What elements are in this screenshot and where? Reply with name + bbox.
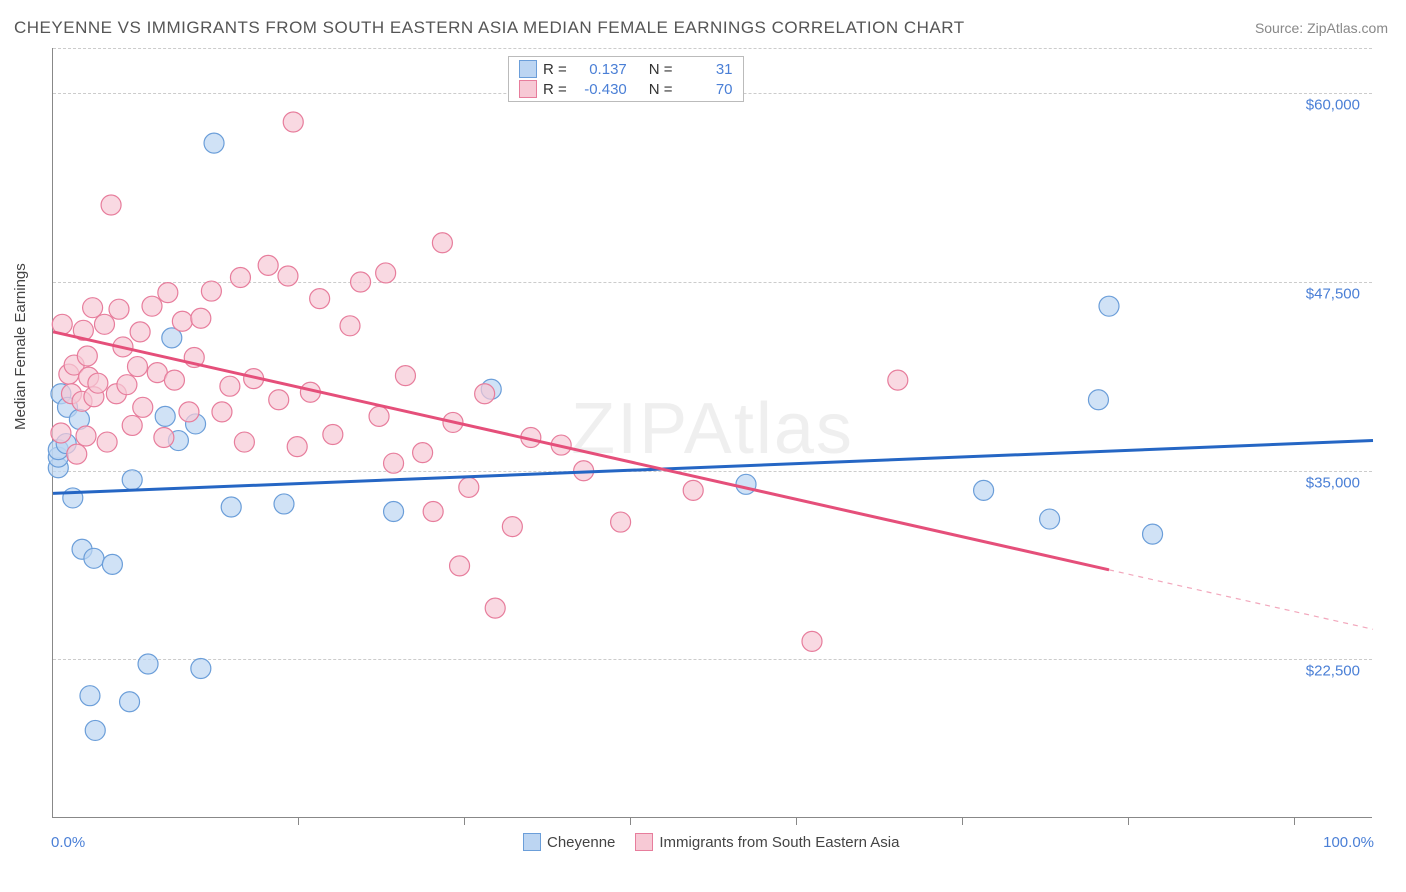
data-point[interactable] bbox=[85, 720, 105, 740]
data-point[interactable] bbox=[611, 512, 631, 532]
data-point[interactable] bbox=[340, 316, 360, 336]
data-point[interactable] bbox=[158, 283, 178, 303]
data-point[interactable] bbox=[80, 686, 100, 706]
trend-line-extrapolated bbox=[1109, 570, 1373, 629]
scatter-plot bbox=[53, 48, 1372, 817]
data-point[interactable] bbox=[154, 428, 174, 448]
series-legend: Cheyenne Immigrants from South Eastern A… bbox=[523, 833, 900, 851]
x-axis-max: 100.0% bbox=[1323, 834, 1374, 851]
data-point[interactable] bbox=[369, 406, 389, 426]
data-point[interactable] bbox=[450, 556, 470, 576]
data-point[interactable] bbox=[84, 548, 104, 568]
chart-title: CHEYENNE VS IMMIGRANTS FROM SOUTH EASTER… bbox=[14, 18, 965, 38]
data-point[interactable] bbox=[179, 402, 199, 422]
data-point[interactable] bbox=[269, 390, 289, 410]
data-point[interactable] bbox=[155, 406, 175, 426]
data-point[interactable] bbox=[221, 497, 241, 517]
data-point[interactable] bbox=[485, 598, 505, 618]
data-point[interactable] bbox=[974, 480, 994, 500]
data-point[interactable] bbox=[423, 502, 443, 522]
data-point[interactable] bbox=[1040, 509, 1060, 529]
plot-area: ZIPAtlas $22,500$35,000$47,500$60,000 R … bbox=[52, 48, 1372, 818]
data-point[interactable] bbox=[97, 432, 117, 452]
data-point[interactable] bbox=[102, 554, 122, 574]
data-point[interactable] bbox=[122, 415, 142, 435]
data-point[interactable] bbox=[351, 272, 371, 292]
data-point[interactable] bbox=[384, 453, 404, 473]
data-point[interactable] bbox=[230, 267, 250, 287]
data-point[interactable] bbox=[1099, 296, 1119, 316]
source-link[interactable]: ZipAtlas.com bbox=[1307, 20, 1388, 36]
data-point[interactable] bbox=[172, 311, 192, 331]
data-point[interactable] bbox=[384, 502, 404, 522]
swatch-cheyenne-icon bbox=[523, 833, 541, 851]
trend-line bbox=[53, 332, 1109, 570]
data-point[interactable] bbox=[127, 357, 147, 377]
data-point[interactable] bbox=[88, 373, 108, 393]
x-tick bbox=[962, 817, 963, 825]
chart-container: CHEYENNE VS IMMIGRANTS FROM SOUTH EASTER… bbox=[0, 0, 1406, 892]
data-point[interactable] bbox=[133, 397, 153, 417]
legend-item-cheyenne: Cheyenne bbox=[523, 833, 615, 851]
x-tick bbox=[1294, 817, 1295, 825]
swatch-immigrants-icon bbox=[635, 833, 653, 851]
data-point[interactable] bbox=[802, 631, 822, 651]
legend-label-immigrants: Immigrants from South Eastern Asia bbox=[659, 834, 899, 851]
legend-item-immigrants: Immigrants from South Eastern Asia bbox=[635, 833, 899, 851]
data-point[interactable] bbox=[212, 402, 232, 422]
data-point[interactable] bbox=[76, 426, 96, 446]
data-point[interactable] bbox=[395, 366, 415, 386]
x-tick bbox=[298, 817, 299, 825]
x-tick bbox=[1128, 817, 1129, 825]
y-axis-label: Median Female Earnings bbox=[12, 263, 29, 430]
source-label: Source: bbox=[1255, 20, 1303, 36]
legend-label-cheyenne: Cheyenne bbox=[547, 834, 615, 851]
data-point[interactable] bbox=[683, 480, 703, 500]
data-point[interactable] bbox=[287, 437, 307, 457]
data-point[interactable] bbox=[1088, 390, 1108, 410]
data-point[interactable] bbox=[323, 425, 343, 445]
data-point[interactable] bbox=[475, 384, 495, 404]
data-point[interactable] bbox=[130, 322, 150, 342]
data-point[interactable] bbox=[120, 692, 140, 712]
data-point[interactable] bbox=[278, 266, 298, 286]
data-point[interactable] bbox=[1143, 524, 1163, 544]
data-point[interactable] bbox=[459, 477, 479, 497]
data-point[interactable] bbox=[51, 423, 71, 443]
x-tick bbox=[464, 817, 465, 825]
data-point[interactable] bbox=[117, 375, 137, 395]
data-point[interactable] bbox=[220, 376, 240, 396]
data-point[interactable] bbox=[376, 263, 396, 283]
data-point[interactable] bbox=[413, 443, 433, 463]
data-point[interactable] bbox=[164, 370, 184, 390]
data-point[interactable] bbox=[138, 654, 158, 674]
source-attribution: Source: ZipAtlas.com bbox=[1255, 20, 1388, 36]
data-point[interactable] bbox=[432, 233, 452, 253]
x-axis-min: 0.0% bbox=[51, 834, 85, 851]
data-point[interactable] bbox=[234, 432, 254, 452]
data-point[interactable] bbox=[83, 298, 103, 318]
data-point[interactable] bbox=[122, 470, 142, 490]
data-point[interactable] bbox=[101, 195, 121, 215]
data-point[interactable] bbox=[736, 474, 756, 494]
data-point[interactable] bbox=[142, 296, 162, 316]
x-tick bbox=[796, 817, 797, 825]
data-point[interactable] bbox=[191, 308, 211, 328]
data-point[interactable] bbox=[204, 133, 224, 153]
data-point[interactable] bbox=[201, 281, 221, 301]
data-point[interactable] bbox=[283, 112, 303, 132]
data-point[interactable] bbox=[310, 289, 330, 309]
data-point[interactable] bbox=[67, 444, 87, 464]
data-point[interactable] bbox=[94, 314, 114, 334]
data-point[interactable] bbox=[502, 517, 522, 537]
data-point[interactable] bbox=[888, 370, 908, 390]
data-point[interactable] bbox=[274, 494, 294, 514]
data-point[interactable] bbox=[191, 659, 211, 679]
data-point[interactable] bbox=[109, 299, 129, 319]
data-point[interactable] bbox=[77, 346, 97, 366]
data-point[interactable] bbox=[258, 255, 278, 275]
x-tick bbox=[630, 817, 631, 825]
